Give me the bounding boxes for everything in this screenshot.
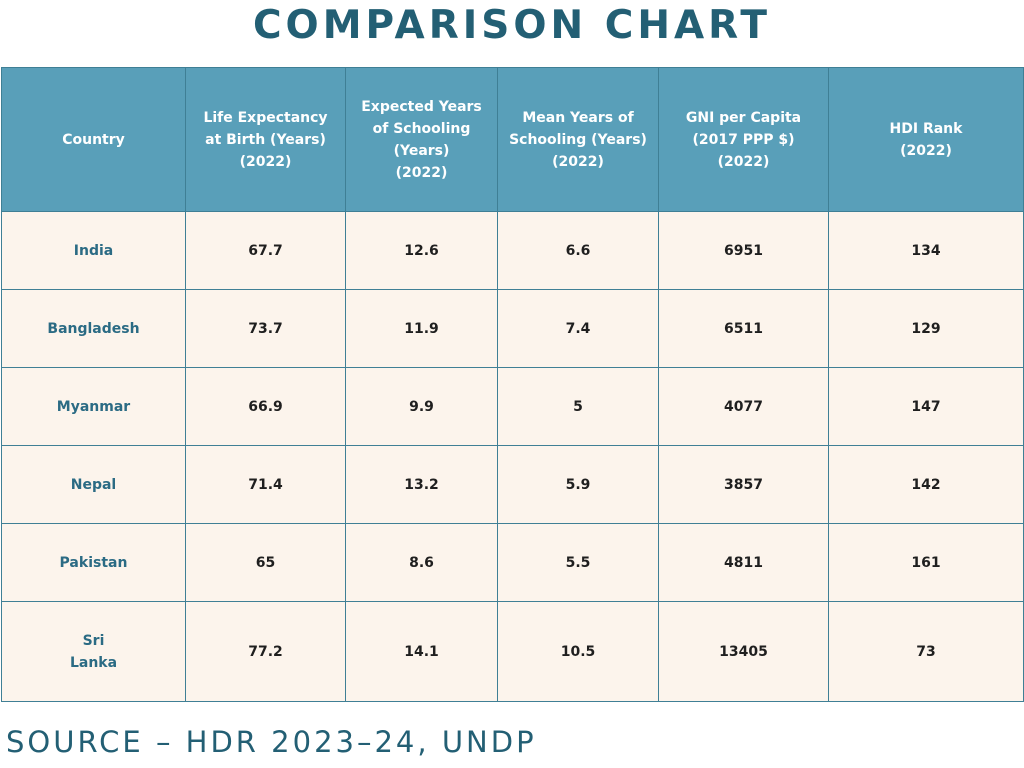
expected-schooling-cell: 9.9 xyxy=(345,367,498,446)
country-cell: Nepal xyxy=(1,445,186,524)
column-header-mean-schooling: Mean Years of Schooling (Years) (2022) xyxy=(497,67,659,212)
life-expectancy-cell: 77.2 xyxy=(185,601,346,702)
comparison-table: Country Life Expectancy at Birth (Years)… xyxy=(1,67,1024,702)
column-header-country: Country xyxy=(1,67,186,212)
mean-schooling-cell: 10.5 xyxy=(497,601,659,702)
life-expectancy-cell: 73.7 xyxy=(185,289,346,368)
column-header-life-expectancy: Life Expectancy at Birth (Years) (2022) xyxy=(185,67,346,212)
source-note: SOURCE – HDR 2023–24, UNDP xyxy=(6,725,537,759)
column-header-hdi-rank: HDI Rank (2022) xyxy=(828,67,1024,212)
mean-schooling-cell: 6.6 xyxy=(497,211,659,290)
gni-per-capita-cell: 13405 xyxy=(658,601,829,702)
country-cell: India xyxy=(1,211,186,290)
hdi-rank-cell: 147 xyxy=(828,367,1024,446)
table-row: Pakistan 65 8.6 5.5 4811 161 xyxy=(1,523,1024,602)
column-header-gni-per-capita: GNI per Capita (2017 PPP $) (2022) xyxy=(658,67,829,212)
chart-title: COMPARISON CHART xyxy=(252,3,772,48)
gni-per-capita-cell: 3857 xyxy=(658,445,829,524)
mean-schooling-cell: 5 xyxy=(497,367,659,446)
table-row: Sri Lanka 77.2 14.1 10.5 13405 73 xyxy=(1,601,1024,702)
life-expectancy-cell: 67.7 xyxy=(185,211,346,290)
country-cell: Myanmar xyxy=(1,367,186,446)
life-expectancy-cell: 66.9 xyxy=(185,367,346,446)
expected-schooling-cell: 14.1 xyxy=(345,601,498,702)
column-header-expected-schooling: Expected Years of Schooling (Years) (202… xyxy=(345,67,498,212)
table-row: Bangladesh 73.7 11.9 7.4 6511 129 xyxy=(1,289,1024,368)
life-expectancy-cell: 71.4 xyxy=(185,445,346,524)
gni-per-capita-cell: 6511 xyxy=(658,289,829,368)
gni-per-capita-cell: 4811 xyxy=(658,523,829,602)
expected-schooling-cell: 8.6 xyxy=(345,523,498,602)
hdi-rank-cell: 142 xyxy=(828,445,1024,524)
expected-schooling-cell: 11.9 xyxy=(345,289,498,368)
hdi-rank-cell: 134 xyxy=(828,211,1024,290)
hdi-rank-cell: 129 xyxy=(828,289,1024,368)
gni-per-capita-cell: 4077 xyxy=(658,367,829,446)
gni-per-capita-cell: 6951 xyxy=(658,211,829,290)
mean-schooling-cell: 7.4 xyxy=(497,289,659,368)
mean-schooling-cell: 5.5 xyxy=(497,523,659,602)
life-expectancy-cell: 65 xyxy=(185,523,346,602)
expected-schooling-cell: 12.6 xyxy=(345,211,498,290)
table-header-row: Country Life Expectancy at Birth (Years)… xyxy=(1,67,1024,212)
hdi-rank-cell: 161 xyxy=(828,523,1024,602)
country-cell: Pakistan xyxy=(1,523,186,602)
country-cell: Sri Lanka xyxy=(1,601,186,702)
expected-schooling-cell: 13.2 xyxy=(345,445,498,524)
table-row: Nepal 71.4 13.2 5.9 3857 142 xyxy=(1,445,1024,524)
table-row: India 67.7 12.6 6.6 6951 134 xyxy=(1,211,1024,290)
mean-schooling-cell: 5.9 xyxy=(497,445,659,524)
hdi-rank-cell: 73 xyxy=(828,601,1024,702)
table-row: Myanmar 66.9 9.9 5 4077 147 xyxy=(1,367,1024,446)
country-cell: Bangladesh xyxy=(1,289,186,368)
